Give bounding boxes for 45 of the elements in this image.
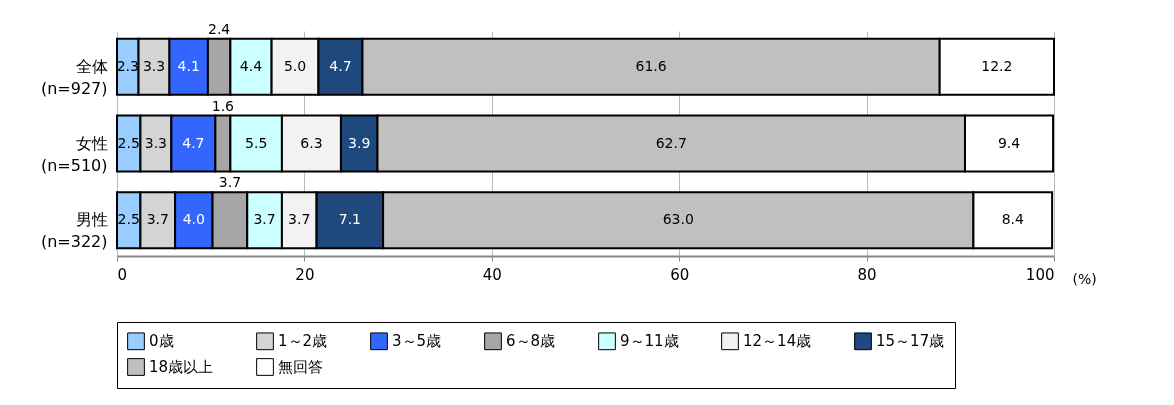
x-tick-label: 20 xyxy=(295,265,315,284)
legend-label: 無回答 xyxy=(278,358,323,376)
data-label: 3.7 xyxy=(253,211,276,228)
data-label: 62.7 xyxy=(655,134,687,151)
data-label: 2.4 xyxy=(208,20,231,37)
data-label: 4.7 xyxy=(182,134,205,151)
data-label: 4.7 xyxy=(329,57,352,74)
data-label: 6.3 xyxy=(300,134,323,151)
data-label: 4.1 xyxy=(177,57,200,74)
y-tick-label: 全体 (n=927) xyxy=(40,56,108,98)
data-label: 3.7 xyxy=(146,211,169,228)
data-label: 3.3 xyxy=(144,134,168,151)
data-label: 63.0 xyxy=(662,211,694,228)
data-label: 1.6 xyxy=(211,97,235,114)
data-label: 8.4 xyxy=(1001,211,1024,228)
data-label: 3.3 xyxy=(142,57,166,74)
y-tick-label: 女性 (n=510) xyxy=(40,133,108,175)
legend-label: 6～8歳 xyxy=(506,332,556,351)
data-label: 7.1 xyxy=(338,211,361,228)
data-label: 9.4 xyxy=(997,134,1021,151)
x-tick-label: 40 xyxy=(482,265,502,284)
data-label: 4.4 xyxy=(239,57,263,74)
data-label: 12.2 xyxy=(981,57,1013,74)
x-tick-label: 80 xyxy=(857,265,877,284)
legend-label: 12～14歳 xyxy=(743,332,812,351)
legend-label: 9～11歳 xyxy=(620,332,679,351)
x-tick-label: 0 xyxy=(117,265,128,284)
data-label: 5.0 xyxy=(283,57,307,74)
data-label: 4.0 xyxy=(182,211,205,228)
legend-label: 3～5歳 xyxy=(392,332,442,351)
data-label: 5.5 xyxy=(245,134,268,151)
data-label: 3.9 xyxy=(348,134,371,151)
x-tick-label: 100 xyxy=(1025,265,1055,284)
data-label: 2.5 xyxy=(117,134,140,151)
data-label: 2.5 xyxy=(117,211,140,228)
data-label: 61.6 xyxy=(635,57,667,74)
y-tick-label: 男性 (n=322) xyxy=(40,210,108,252)
legend-label: 18歳以上 xyxy=(149,358,214,376)
data-label: 3.7 xyxy=(288,211,311,228)
legend-label: 1～2歳 xyxy=(278,332,328,351)
x-axis-title: (%) xyxy=(1072,270,1097,287)
data-label: 3.7 xyxy=(218,174,242,191)
legend-label: 0歳 xyxy=(149,332,174,351)
legend-label: 15～17歳 xyxy=(876,332,945,351)
x-tick-label: 60 xyxy=(670,265,690,284)
